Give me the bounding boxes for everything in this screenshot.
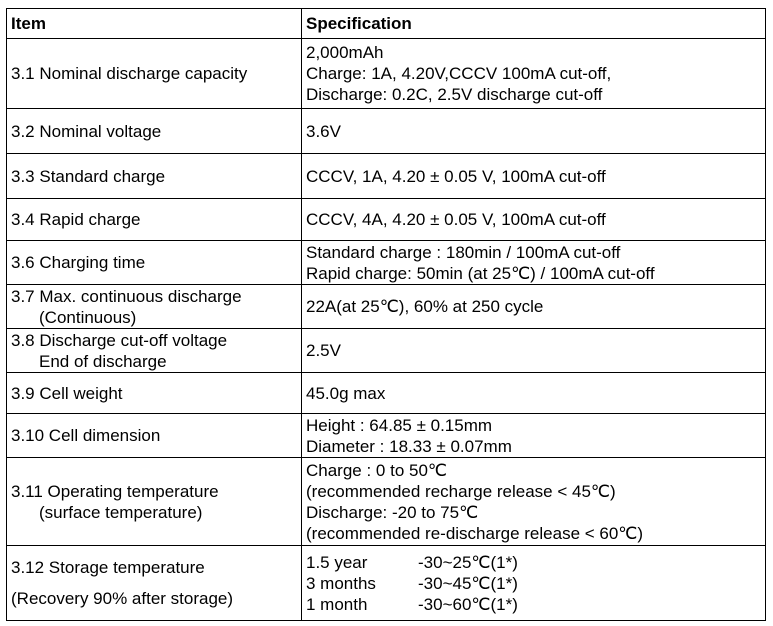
spec-line: 3.6V: [306, 121, 341, 141]
spec-line: Diameter : 18.33 ± 0.07mm: [306, 436, 512, 456]
table-row: 3.12 Storage temperature (Recovery 90% af…: [6, 545, 766, 621]
item-cell: 3.10 Cell dimension: [6, 413, 302, 458]
item-line: (Continuous): [39, 307, 137, 327]
spec-line: Height : 64.85 ± 0.15mm: [306, 415, 493, 435]
spec-line: CCCV, 4A, 4.20 ± 0.05 V, 100mA cut-off: [306, 210, 606, 229]
item-cell: 3.8 Discharge cut-off voltage End of disc…: [6, 328, 302, 373]
table-row: 3.9 Cell weight 45.0g max: [6, 372, 766, 414]
spec-part: 3 months: [306, 573, 376, 593]
item-line: 3.11 Operating temperature: [11, 481, 219, 501]
spec-cell: CCCV, 1A, 4.20 ± 0.05 V, 100mA cut-off: [301, 153, 766, 199]
table-row: 3.1 Nominal discharge capacity 2,000mAh Ch…: [6, 38, 766, 109]
spec-line: Discharge: -20 to 75℃: [306, 502, 479, 522]
item-cell: 3.2 Nominal voltage: [6, 108, 302, 154]
table-row: 3.4 Rapid charge CCCV, 4A, 4.20 ± 0.05 V,…: [6, 198, 766, 241]
spec-cell: Charge : 0 to 50℃ (recommended recharge r…: [301, 457, 766, 546]
item-line: 3.12 Storage temperature: [11, 558, 205, 577]
spec-part: 1 month: [306, 594, 368, 614]
spec-line: Rapid charge: 50min (at 25℃) / 100mA cut…: [306, 263, 655, 283]
item-cell: 3.1 Nominal discharge capacity: [6, 38, 302, 109]
item-cell: 3.4 Rapid charge: [6, 198, 302, 241]
spec-line: Charge: 1A, 4.20V,CCCV 100mA cut-off,: [306, 64, 612, 83]
header-row: Item Specification: [6, 8, 766, 39]
item-line: 3.3 Standard charge: [11, 166, 166, 186]
item-line: 3.8 Discharge cut-off voltage: [11, 330, 228, 350]
item-cell: 3.9 Cell weight: [6, 372, 302, 414]
spec-cell: CCCV, 4A, 4.20 ± 0.05 V, 100mA cut-off: [301, 198, 766, 241]
spec-line: Charge : 0 to 50℃: [306, 460, 448, 480]
spec-line: 1.5 year -30~25℃(1*): [306, 552, 761, 573]
spec-part: -30~45℃(1*): [418, 573, 518, 593]
item-cell: 3.3 Standard charge: [6, 153, 302, 199]
spec-line: Discharge: 0.2C, 2.5V discharge cut-off: [306, 85, 603, 104]
spec-cell: Standard charge : 180min / 100mA cut-off…: [301, 240, 766, 285]
table-row: 3.8 Discharge cut-off voltage End of disc…: [6, 328, 766, 373]
spec-line: 3 months -30~45℃(1*): [306, 573, 761, 594]
spec-line: 2.5V: [306, 341, 341, 360]
item-cell: 3.11 Operating temperature (surface tempe…: [6, 457, 302, 546]
table-row: 3.11 Operating temperature (surface tempe…: [6, 457, 766, 546]
spec-cell: 1.5 year -30~25℃(1*) 3 months -30~45℃(1*) 1 …: [301, 545, 766, 621]
table-row: 3.10 Cell dimension Height : 64.85 ± 0.15…: [6, 413, 766, 458]
spec-line: (recommended recharge release < 45℃): [306, 481, 616, 501]
item-line: 3.6 Charging time: [11, 253, 146, 272]
spec-line: 1 month -30~60℃(1*): [306, 594, 761, 615]
item-line: 3.2 Nominal voltage: [11, 121, 162, 141]
spec-part: -30~60℃(1*): [418, 594, 518, 614]
spec-line: CCCV, 1A, 4.20 ± 0.05 V, 100mA cut-off: [306, 166, 606, 186]
spec-line: Standard charge : 180min / 100mA cut-off: [306, 242, 621, 262]
spec-table: Item Specification 3.1 Nominal discharge…: [6, 8, 766, 621]
table-row: 3.7 Max. continuous discharge (Continuous…: [6, 284, 766, 329]
table-row: 3.2 Nominal voltage 3.6V: [6, 108, 766, 154]
spec-cell: 45.0g max: [301, 372, 766, 414]
item-cell: 3.7 Max. continuous discharge (Continuous…: [6, 284, 302, 329]
spec-line: 2,000mAh: [306, 43, 384, 62]
header-cell: Item: [6, 8, 302, 39]
spec-cell: Height : 64.85 ± 0.15mm Diameter : 18.33 …: [301, 413, 766, 458]
header-cell: Specification: [301, 8, 766, 39]
table-row: 3.6 Charging time Standard charge : 180mi…: [6, 240, 766, 285]
item-cell: 3.6 Charging time: [6, 240, 302, 285]
item-cell: 3.12 Storage temperature (Recovery 90% af…: [6, 545, 302, 621]
spec-part: -30~25℃(1*): [418, 552, 518, 572]
spec-cell: 3.6V: [301, 108, 766, 154]
item-line: 3.4 Rapid charge: [11, 210, 141, 229]
item-line: 3.7 Max. continuous discharge: [11, 286, 242, 306]
spec-line: 22A(at 25℃), 60% at 250 cycle: [306, 297, 544, 316]
table-body: 3.1 Nominal discharge capacity 2,000mAh Ch…: [6, 38, 766, 621]
spec-cell: 22A(at 25℃), 60% at 250 cycle: [301, 284, 766, 329]
spec-cell: 2.5V: [301, 328, 766, 373]
spec-line: (recommended re-discharge release < 60℃): [306, 523, 644, 543]
table-row: 3.3 Standard charge CCCV, 1A, 4.20 ± 0.05…: [6, 153, 766, 199]
spec-cell: 2,000mAh Charge: 1A, 4.20V,CCCV 100mA cut…: [301, 38, 766, 109]
item-line: 3.9 Cell weight: [11, 383, 123, 403]
item-line: End of discharge: [39, 351, 167, 371]
spec-part: 1.5 year: [306, 552, 368, 572]
item-line: 3.10 Cell dimension: [11, 426, 161, 445]
item-line: (surface temperature): [39, 502, 203, 522]
item-line: (Recovery 90% after storage): [11, 589, 234, 608]
item-line: 3.1 Nominal discharge capacity: [11, 64, 248, 83]
spec-line: 45.0g max: [306, 383, 386, 403]
